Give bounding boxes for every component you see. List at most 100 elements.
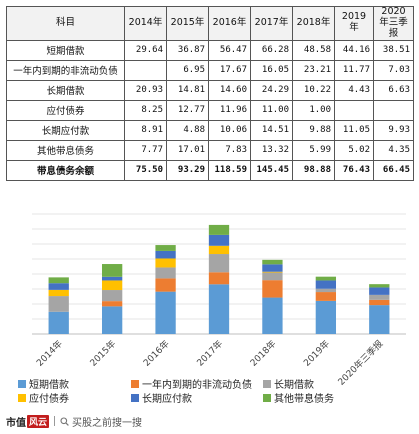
legend-label: 长期借款 xyxy=(274,380,314,391)
table-cell: 9.93 xyxy=(373,119,414,141)
bar-segment xyxy=(155,278,176,292)
bar-segment xyxy=(155,245,176,251)
header-period: 2017年 xyxy=(250,6,293,41)
bar-segment xyxy=(369,287,390,295)
bar-segment xyxy=(369,305,390,334)
bar-segment xyxy=(262,259,283,265)
legend-item: 长期应付款 xyxy=(131,390,192,405)
brand-logo: 市值 风云 xyxy=(6,414,50,429)
table-cell: 56.47 xyxy=(208,39,251,61)
bar-segment xyxy=(262,271,283,273)
table-cell: 7.83 xyxy=(208,139,251,161)
bar-segment xyxy=(315,300,337,334)
bar-segment xyxy=(48,311,69,334)
footer-divider xyxy=(54,416,56,426)
bar-segment xyxy=(369,299,390,306)
table-cell: 4.35 xyxy=(373,139,414,161)
bar-segment xyxy=(208,245,230,255)
x-tick-label: 2016年 xyxy=(141,338,172,369)
table-header-row: 科目 2014年 2015年 2016年 2017年 2018年 2019年 2020年三季报 xyxy=(6,6,414,41)
row-label: 短期借款 xyxy=(6,39,125,61)
table-cell: 8.91 xyxy=(124,119,167,141)
table-cell: 17.67 xyxy=(208,59,251,81)
bar-segment xyxy=(369,294,390,300)
row-label: 带息债务余额 xyxy=(6,159,125,181)
table-cell: 11.77 xyxy=(334,59,374,81)
table-cell: 14.60 xyxy=(208,79,251,101)
table-cell: 7.03 xyxy=(373,59,414,81)
x-tick-label: 2020年三季报 xyxy=(335,338,385,388)
bar-segment xyxy=(101,306,123,334)
table-cell: 14.51 xyxy=(250,119,293,141)
legend-swatch xyxy=(131,379,139,388)
table-row: 长期应付款 8.91 4.88 10.06 14.51 9.88 11.05 9.93 xyxy=(6,119,414,141)
bar-segment xyxy=(208,272,230,285)
legend-swatch xyxy=(263,393,271,402)
table-cell: 11.05 xyxy=(334,119,374,141)
footer-search-text: 买股之前搜一搜 xyxy=(72,417,143,429)
bar-segment xyxy=(262,264,283,272)
legend-item: 短期借款 xyxy=(18,376,69,391)
table-cell: 16.05 xyxy=(250,59,293,81)
stacked-bar-chart: 2014年 2015年 2016年 2017年 2018年 2019年 2020年三季报 xyxy=(32,213,406,388)
table-cell: 12.77 xyxy=(166,99,209,121)
brand-badge: 风云 xyxy=(27,414,50,428)
bar-segment xyxy=(155,258,176,268)
table-cell: 29.64 xyxy=(124,39,167,61)
bar-segment xyxy=(208,224,230,235)
header-period: 2016年 xyxy=(208,6,251,41)
header-period: 2014年 xyxy=(124,6,167,41)
table-cell: 5.99 xyxy=(292,139,335,161)
table-cell: 9.88 xyxy=(292,119,335,141)
table-cell: 118.59 xyxy=(208,159,251,181)
debt-table: 科目 2014年 2015年 2016年 2017年 2018年 2019年 2020年三季报… xyxy=(6,6,414,181)
table-cell xyxy=(373,99,414,121)
x-tick-label: 2014年 xyxy=(34,338,65,369)
table-row: 短期借款 29.64 36.87 56.47 66.28 48.58 44.16 38.51 xyxy=(6,39,414,61)
legend-label: 其他带息债务 xyxy=(274,394,334,405)
table-cell: 8.25 xyxy=(124,99,167,121)
row-label: 应付债券 xyxy=(6,99,125,121)
bar-segment xyxy=(48,289,69,297)
bar-segment xyxy=(208,234,230,246)
bar-segment xyxy=(262,297,283,334)
bar-segment xyxy=(262,280,283,298)
bar-segment xyxy=(101,301,123,307)
bar-segment xyxy=(155,267,176,279)
table-cell: 75.50 xyxy=(124,159,167,181)
bar-segment xyxy=(369,284,390,288)
table-cell: 44.16 xyxy=(334,39,374,61)
table-cell: 93.29 xyxy=(166,159,209,181)
brand-name: 市值 xyxy=(6,417,26,429)
table-cell: 7.77 xyxy=(124,139,167,161)
bar-segment xyxy=(315,276,337,281)
table-cell: 11.00 xyxy=(250,99,293,121)
bar-segment xyxy=(48,296,69,312)
table-cell: 48.58 xyxy=(292,39,335,61)
bar-segment xyxy=(101,280,123,291)
table-cell: 14.81 xyxy=(166,79,209,101)
table-cell: 13.32 xyxy=(250,139,293,161)
table-cell: 11.96 xyxy=(208,99,251,121)
bar-segment xyxy=(315,288,337,293)
bar-segment xyxy=(315,280,337,289)
debt-chart: 2014年 2015年 2016年 2017年 2018年 2019年 2020年三季报 xyxy=(6,208,413,408)
header-period: 2019年 xyxy=(334,6,374,41)
row-label: 一年内到期的非流动负债 xyxy=(6,59,125,81)
bar-segment xyxy=(101,264,123,277)
table-cell: 98.88 xyxy=(292,159,335,181)
legend-item: 长期借款 xyxy=(263,376,314,391)
table-cell: 17.01 xyxy=(166,139,209,161)
legend-label: 一年内到期的非流动负债 xyxy=(142,380,252,391)
table-cell xyxy=(124,59,167,81)
legend-swatch xyxy=(263,379,271,388)
table-cell: 10.22 xyxy=(292,79,335,101)
table-cell: 145.45 xyxy=(250,159,293,181)
row-label: 长期应付款 xyxy=(6,119,125,141)
header-period: 2015年 xyxy=(166,6,209,41)
table-cell: 76.43 xyxy=(334,159,374,181)
table-row: 一年内到期的非流动负债 6.95 17.67 16.05 23.21 11.77 7.03 xyxy=(6,59,414,81)
bar-segment xyxy=(48,277,69,284)
legend-swatch xyxy=(18,379,26,388)
legend-item: 一年内到期的非流动负债 xyxy=(131,376,252,391)
